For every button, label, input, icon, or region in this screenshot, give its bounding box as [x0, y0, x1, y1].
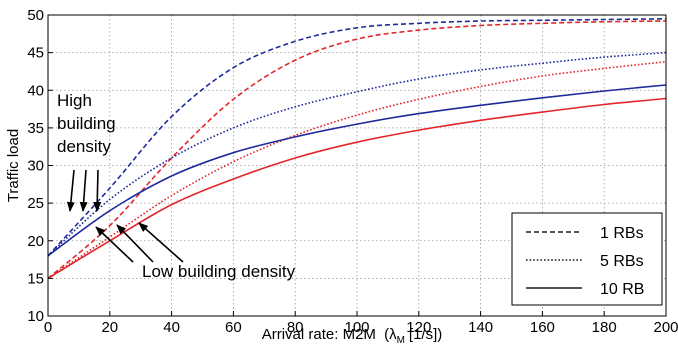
arrow-low-density [138, 222, 184, 263]
y-tick-label: 40 [27, 82, 44, 99]
y-tick-label: 10 [27, 308, 44, 325]
x-tick-label: 160 [530, 319, 555, 336]
y-axis-label: Traffic load [5, 129, 22, 202]
x-axis-label-unit: [1/s]) [409, 326, 442, 343]
y-tick-label: 50 [27, 7, 44, 24]
y-tick-label: 15 [27, 270, 44, 287]
y-tick-label: 45 [27, 45, 44, 62]
arrow-high-density [93, 169, 102, 212]
y-tick-label: 30 [27, 158, 44, 175]
x-tick-label: 80 [287, 319, 304, 336]
annotation-high-line-1: High [57, 91, 92, 110]
x-tick-label: 120 [406, 319, 431, 336]
x-axis-label-symbol: λ [389, 326, 397, 343]
series-line-5-rbs-high [47, 51, 667, 257]
x-tick-labels: 0 20 40 60 80 100 120 140 160 180 200 [44, 311, 678, 336]
x-tick-label: 0 [44, 319, 52, 336]
y-tick-label: 35 [27, 120, 44, 137]
x-tick-label: 40 [163, 319, 180, 336]
x-tick-label: 180 [592, 319, 617, 336]
series-line-5-rbs-low [47, 60, 667, 280]
annotation-high-line-3: density [57, 137, 111, 156]
arrow-high-density [79, 169, 88, 212]
arrow-low-density [116, 224, 154, 263]
series-line-10-rb-low [47, 97, 667, 280]
legend-box [511, 212, 663, 306]
arrow-high-density [66, 169, 75, 212]
series-line-10-rb-high [47, 84, 667, 257]
x-tick-label: 200 [653, 319, 678, 336]
series-group [47, 18, 667, 280]
x-tick-label: 20 [101, 319, 118, 336]
annotations: High building density Low building densi… [57, 91, 296, 281]
legend-label: 5 RBs [600, 253, 644, 270]
legend-label: 1 RBs [600, 225, 644, 242]
annotation-high-line-2: building [57, 114, 116, 133]
grid [48, 15, 666, 316]
legend: 1 RBs 5 RBs 10 RB [511, 212, 663, 306]
x-tick-label: 140 [468, 319, 493, 336]
y-tick-label: 20 [27, 233, 44, 250]
x-axis-label: Arrival rate: M2M (λM [1/s]) [262, 326, 443, 345]
x-axis-label-subscript: M [397, 335, 405, 345]
x-axis-label-text: Arrival rate: M2M [262, 326, 376, 343]
y-tick-label: 25 [27, 195, 44, 212]
x-tick-label: 100 [344, 319, 369, 336]
annotation-high-building-density: High building density [57, 91, 120, 156]
annotation-arrows [66, 169, 184, 263]
y-tick-labels: 10 15 20 25 30 35 40 45 50 [27, 7, 53, 325]
series-line-1-rbs-high [47, 18, 667, 257]
legend-label: 10 RB [600, 281, 644, 298]
annotation-low-building-density: Low building density [142, 262, 296, 281]
x-tick-label: 60 [225, 319, 242, 336]
arrow-low-density [95, 226, 134, 263]
